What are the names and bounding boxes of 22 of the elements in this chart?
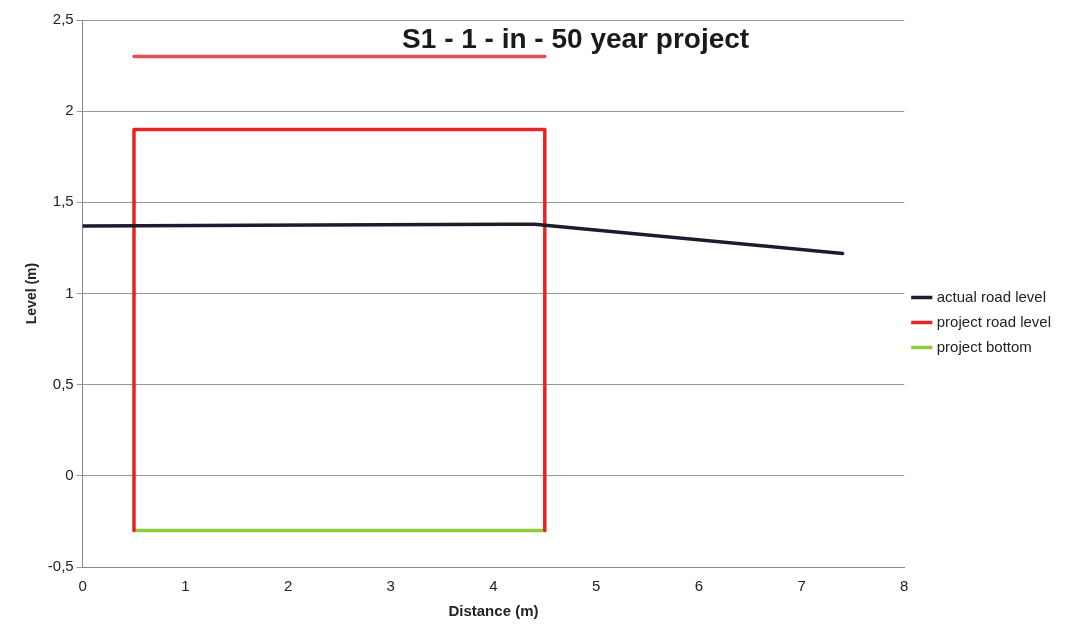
y-tick-label: 2,5 [52,10,74,28]
x-tick-label: 5 [591,577,601,595]
x-axis-title: Distance (m) [448,602,539,620]
y-tick-label: -0,5 [47,557,74,575]
y-tick-label: 1 [65,283,74,301]
x-tick-label: 6 [694,577,704,595]
y-tick-label: 0 [65,465,74,483]
x-tick-label: 1 [181,577,190,595]
x-tick-label: 3 [386,577,395,595]
x-tick-label: 2 [283,577,293,595]
x-tick-label: 8 [900,577,909,595]
y-tick-label: 1,5 [52,192,74,210]
x-tick-label: 7 [797,577,806,595]
x-tick-label: 0 [78,577,87,595]
y-tick-label: 0,5 [52,374,74,392]
legend-label: actual road level [936,287,1047,305]
legend-label: project bottom [936,337,1032,355]
y-axis-title: Level (m) [23,262,40,325]
y-tick-label: 2 [65,101,74,119]
x-tick-label: 4 [489,577,498,595]
legend-label: project road level [936,312,1052,330]
chart-title: S1 - 1 - in - 50 year project [402,22,750,54]
